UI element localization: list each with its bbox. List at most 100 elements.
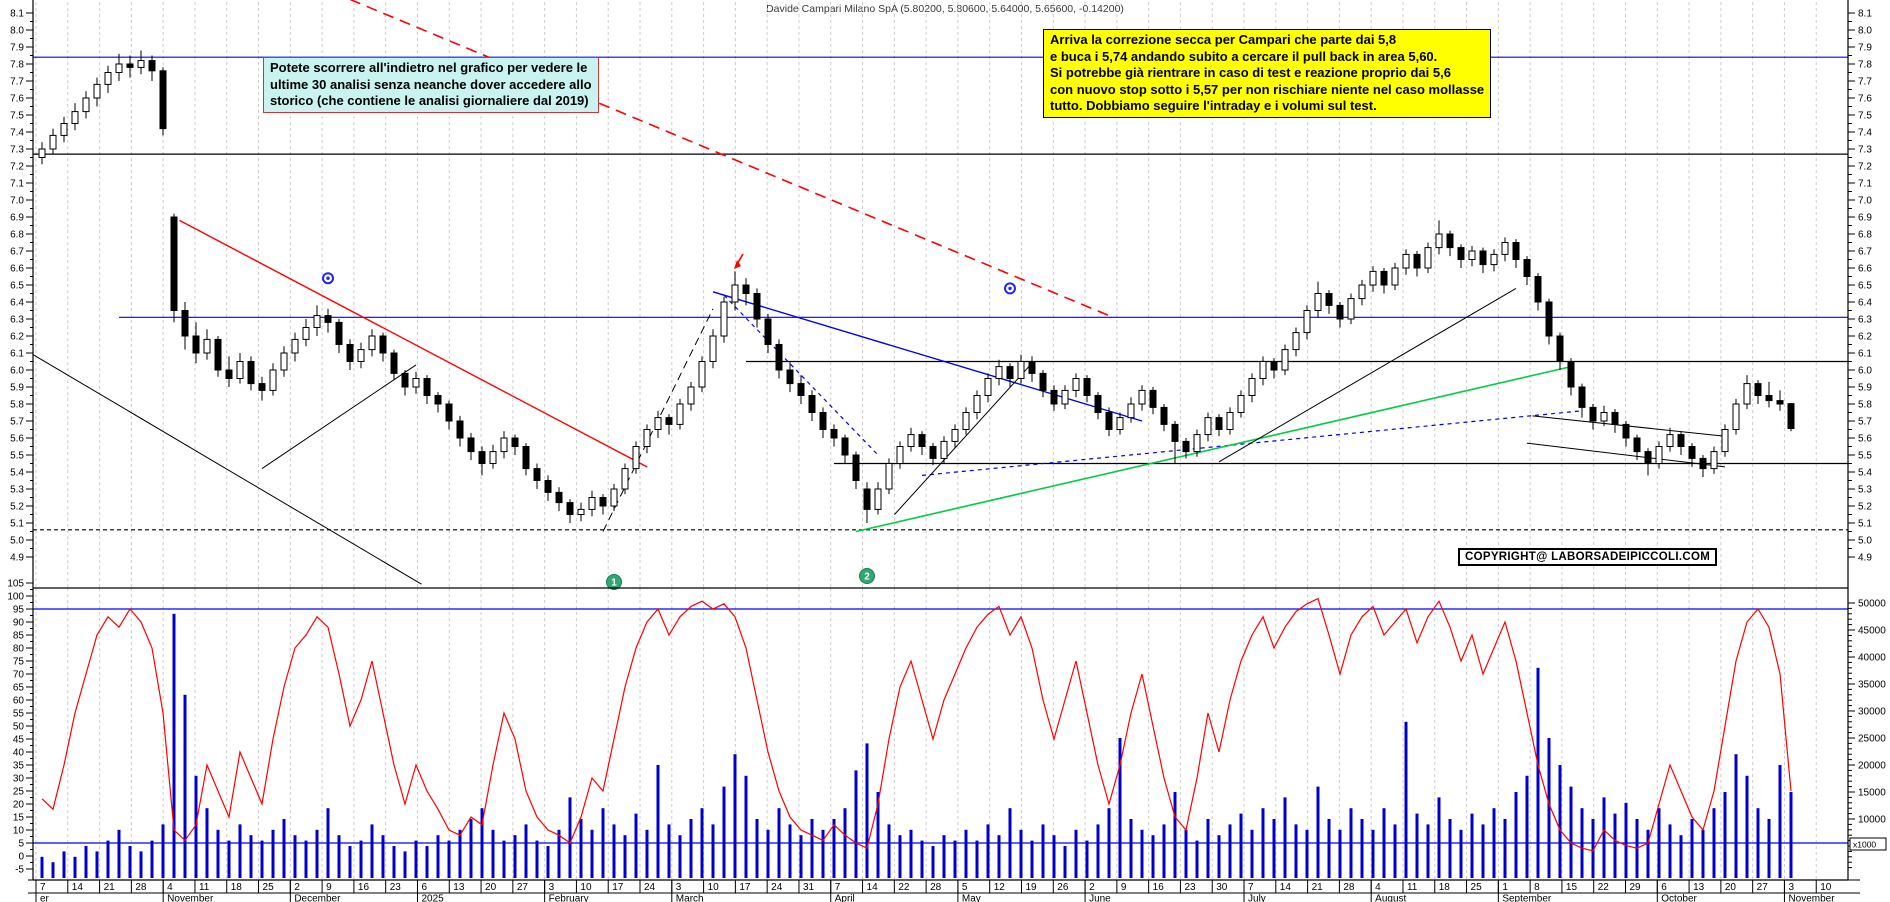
svg-text:5.7: 5.7 (10, 417, 24, 428)
svg-text:6.6: 6.6 (1858, 264, 1872, 275)
svg-text:7.7: 7.7 (1858, 77, 1872, 88)
svg-text:105: 105 (7, 579, 24, 590)
svg-text:15000: 15000 (1858, 788, 1886, 799)
day-label: 22 (1598, 882, 1610, 893)
note-line: ultime 30 analisi senza neanche dover ac… (270, 76, 592, 92)
svg-text:6.0: 6.0 (10, 366, 24, 377)
svg-text:5.3: 5.3 (1858, 485, 1872, 496)
month-label: October (1661, 894, 1697, 902)
svg-text:5.3: 5.3 (10, 485, 24, 496)
day-label: 28 (135, 882, 147, 893)
svg-text:10000: 10000 (1858, 815, 1886, 826)
svg-text:6.3: 6.3 (10, 315, 24, 326)
svg-text:95: 95 (13, 605, 25, 616)
note-line: con nuovo stop sotto i 5,57 per non risc… (1050, 81, 1485, 97)
svg-text:5.0: 5.0 (1858, 536, 1872, 547)
svg-text:55: 55 (13, 709, 25, 720)
svg-text:1: 1 (611, 578, 617, 589)
svg-text:7.5: 7.5 (1858, 111, 1872, 122)
svg-text:5.8: 5.8 (10, 400, 24, 411)
day-label: 1 (1502, 882, 1508, 893)
svg-text:20: 20 (13, 800, 25, 811)
day-label: 24 (644, 882, 656, 893)
svg-text:15: 15 (13, 813, 25, 824)
month-label: May (962, 894, 981, 902)
green-number-marker: 2 (859, 568, 875, 584)
svg-text:40: 40 (13, 748, 25, 759)
day-label: 6 (421, 882, 427, 893)
svg-text:60: 60 (13, 696, 25, 707)
day-label: 27 (517, 882, 529, 893)
green-number-marker: 1 (606, 574, 622, 590)
svg-text:7.2: 7.2 (1858, 162, 1872, 173)
day-label: 14 (867, 882, 879, 893)
svg-text:50000: 50000 (1858, 599, 1886, 610)
svg-text:8.0: 8.0 (10, 26, 24, 37)
svg-text:7.6: 7.6 (1858, 94, 1872, 105)
svg-text:20000: 20000 (1858, 761, 1886, 772)
svg-text:6.8: 6.8 (10, 230, 24, 241)
svg-text:25000: 25000 (1858, 734, 1886, 745)
day-label: 18 (231, 882, 243, 893)
svg-text:7.6: 7.6 (10, 94, 24, 105)
day-label: 26 (1057, 882, 1069, 893)
svg-text:8.1: 8.1 (10, 9, 24, 20)
svg-text:6.5: 6.5 (1858, 281, 1872, 292)
svg-text:45: 45 (13, 735, 25, 746)
svg-text:100: 100 (7, 592, 24, 603)
svg-text:5.6: 5.6 (10, 434, 24, 445)
day-label: 17 (612, 882, 624, 893)
note-line: e buca i 5,74 andando subito a cercare i… (1050, 48, 1438, 64)
svg-text:7.0: 7.0 (1858, 196, 1872, 207)
day-label: 11 (1407, 882, 1418, 893)
price-axis: 8.1 8.1 8.0 8.0 7.9 7.9 7.8 7.8 7.7 7.7 7.6 7.6 7.5 7… (10, 9, 1872, 564)
month-label: November (167, 894, 214, 902)
day-label: 13 (453, 882, 465, 893)
month-label: December (294, 894, 341, 902)
support-resistance-lines (33, 56, 1848, 531)
svg-text:45000: 45000 (1858, 626, 1886, 637)
day-label: 11 (199, 882, 210, 893)
svg-text:6.4: 6.4 (1858, 298, 1872, 309)
volume-bars (40, 613, 1793, 878)
svg-text:80: 80 (13, 644, 25, 655)
day-label: 21 (104, 882, 116, 893)
day-label: 27 (1757, 882, 1769, 893)
note-line: tutto. Dobbiamo seguire l'intraday e i v… (1050, 98, 1377, 113)
svg-text:4.9: 4.9 (1858, 553, 1872, 564)
month-label: March (676, 894, 704, 902)
day-label: 4 (167, 882, 173, 893)
svg-text:10: 10 (13, 826, 25, 837)
svg-text:7.3: 7.3 (1858, 145, 1872, 156)
svg-text:6.9: 6.9 (10, 213, 24, 224)
svg-text:7.1: 7.1 (1858, 179, 1872, 190)
oscillator-axis: 1051009590858075706560555045403530252015… (7, 579, 33, 876)
candlestick-series (38, 50, 1795, 523)
svg-text:75: 75 (13, 657, 25, 668)
chart-markers: 12 (322, 253, 1016, 590)
day-label: 28 (930, 882, 942, 893)
day-label: 16 (358, 882, 370, 893)
svg-text:6.3: 6.3 (1858, 315, 1872, 326)
svg-text:6.8: 6.8 (1858, 230, 1872, 241)
svg-text:5.9: 5.9 (1858, 383, 1872, 394)
day-label: 21 (1312, 882, 1324, 893)
day-label: 7 (1248, 882, 1254, 893)
svg-text:30000: 30000 (1858, 707, 1886, 718)
svg-text:90: 90 (13, 618, 25, 629)
scroll-hint-note: Potete scorrere all'indietro nel grafico… (263, 57, 599, 113)
note-line: storico (che contiene le analisi giornal… (270, 93, 589, 108)
month-label: April (835, 894, 855, 902)
svg-text:6.1: 6.1 (10, 349, 24, 360)
month-label: February (549, 894, 589, 902)
day-label: 24 (771, 882, 783, 893)
lower-panel (33, 608, 1848, 844)
svg-text:5: 5 (18, 839, 24, 850)
day-label: 6 (1661, 882, 1667, 893)
month-label: June (1089, 894, 1111, 902)
svg-text:5.7: 5.7 (1858, 417, 1872, 428)
day-label: 7 (835, 882, 841, 893)
volume-axis: 50000 45000 40000 35000 30000 25000 20000 15000… (1848, 599, 1887, 869)
